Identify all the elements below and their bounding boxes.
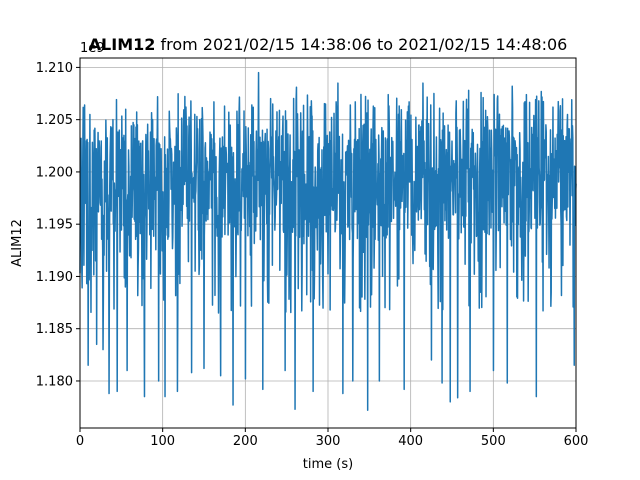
y-tick-label: 1.210: [36, 61, 73, 76]
x-tick-label: 500: [481, 434, 506, 449]
x-tick-label: 300: [316, 434, 341, 449]
series-layer: [79, 71, 577, 411]
series-line: [79, 71, 577, 411]
y-offset-label: 1e9: [80, 41, 105, 56]
x-axis: 0 100 200 300 400 500 600: [76, 428, 589, 449]
chart-title-bold: ALIM12: [89, 35, 156, 54]
y-tick-label: 1.185: [36, 322, 73, 337]
y-axis: 1.180 1.185 1.190 1.195 1.200 1.205 1.210: [36, 61, 80, 389]
y-tick-label: 1.205: [36, 113, 73, 128]
x-tick-label: 100: [150, 434, 175, 449]
y-tick-label: 1.195: [36, 218, 73, 233]
chart-title-rest: from 2021/02/15 14:38:06 to 2021/02/15 1…: [155, 35, 567, 54]
y-tick-label: 1.180: [36, 374, 73, 389]
chart-title: ALIM12 from 2021/02/15 14:38:06 to 2021/…: [89, 35, 568, 54]
y-tick-label: 1.200: [36, 165, 73, 180]
x-tick-label: 600: [564, 434, 589, 449]
x-tick-label: 200: [233, 434, 258, 449]
x-axis-label: time (s): [303, 457, 353, 472]
x-tick-label: 400: [398, 434, 423, 449]
y-axis-label: ALIM12: [10, 219, 25, 267]
x-tick-label: 0: [76, 434, 84, 449]
y-tick-label: 1.190: [36, 270, 73, 285]
